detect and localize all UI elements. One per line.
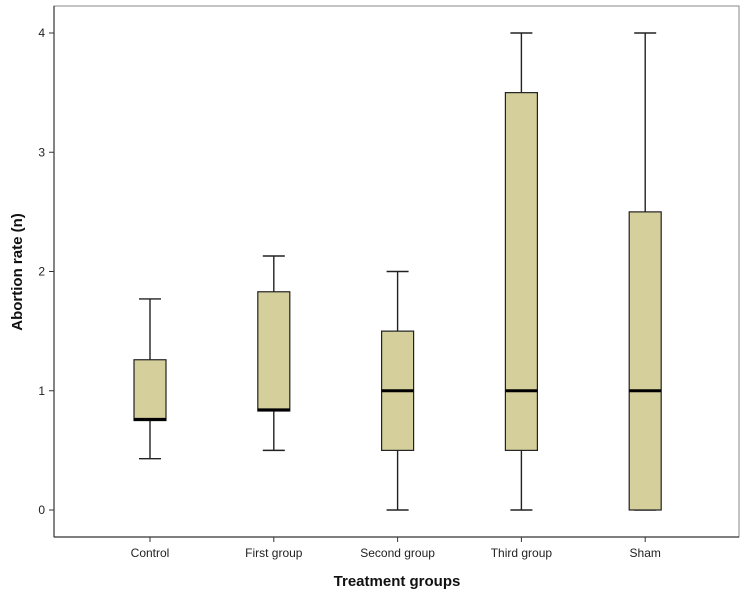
x-tick-label: Sham (630, 546, 661, 560)
iqr-box (628, 211, 662, 511)
y-tick-label: 4 (38, 26, 45, 40)
y-tick-label: 0 (38, 503, 45, 517)
x-tick-label: Control (131, 546, 170, 560)
iqr-box (133, 359, 167, 422)
y-tick-label: 1 (38, 384, 45, 398)
x-tick-label: Third group (491, 546, 553, 560)
box-control (133, 298, 167, 460)
iqr-box (257, 291, 291, 412)
y-axis-label: Abortion rate (n) (9, 213, 26, 331)
x-tick-label: First group (245, 546, 303, 560)
x-tick-label: Second group (360, 546, 435, 560)
box-second-group (381, 270, 415, 511)
box-third-group (504, 32, 538, 511)
y-tick-label: 3 (38, 145, 45, 159)
iqr-box (504, 92, 538, 451)
box-first-group (257, 255, 291, 452)
box-sham (628, 32, 662, 511)
x-axis-label: Treatment groups (334, 573, 461, 590)
y-tick-label: 2 (38, 265, 45, 279)
